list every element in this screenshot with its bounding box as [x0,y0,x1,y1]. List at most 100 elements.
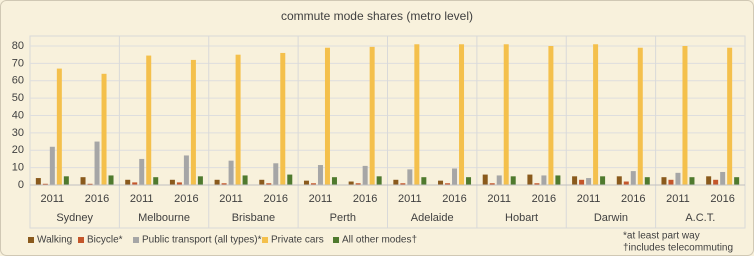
bar [586,178,592,185]
x-tick-label: 2011 [219,193,243,205]
bar [273,163,279,185]
bar [630,171,636,185]
bar [87,183,93,185]
x-tick-label: 2016 [264,193,288,205]
bar [153,177,159,185]
bar [510,176,516,185]
bar [331,177,337,185]
bar [317,165,323,185]
group-label: Melbourne [138,212,190,224]
legend-swatch [262,237,268,243]
bar [682,46,688,185]
bar [489,183,495,185]
bar [706,176,712,185]
bar [616,176,622,185]
bar [80,177,86,185]
x-tick-label: 2011 [666,193,690,205]
bar [534,183,540,185]
x-tick-label: 2011 [130,193,154,205]
x-tick-label: 2011 [577,193,601,205]
bar [600,176,606,185]
footnote: *at least part way [623,231,700,242]
x-tick-label: 2011 [398,193,422,205]
bar [94,141,100,185]
bar [668,179,674,185]
y-tick-label: 0 [18,179,24,191]
bar [324,47,330,185]
bar [214,179,220,185]
y-tick-label: 70 [12,57,24,69]
bar [42,183,48,185]
legend-swatch [28,237,34,243]
x-tick-label: 2016 [710,193,734,205]
x-tick-label: 2016 [174,193,198,205]
bar [459,44,465,186]
bar [541,175,547,185]
x-tick-label: 2011 [41,193,65,205]
group-label: Brisbane [232,212,275,224]
bar [176,182,182,185]
y-tick-label: 10 [12,162,24,174]
x-tick-label: 2016 [532,193,556,205]
bar [452,168,458,185]
bar [266,183,272,185]
bar [35,178,41,185]
bar [125,179,131,185]
bar [438,180,444,185]
bar [503,44,509,186]
bar [355,183,361,185]
bar [734,177,740,185]
bar [287,174,293,185]
bar [348,181,354,185]
legend-swatch [78,237,84,243]
bar [675,172,681,185]
bar [362,165,368,185]
bar [197,176,203,185]
footnote: †includes telecommuting [623,243,733,254]
group-label: Perth [330,212,356,224]
bar [527,174,533,185]
bar [445,183,451,185]
bar [146,55,152,186]
x-tick-label: 2016 [85,193,109,205]
y-tick-label: 30 [12,127,24,139]
bar [139,158,145,185]
bar [637,47,643,185]
bar [56,68,62,185]
bar [466,177,472,185]
bar [49,146,55,185]
bar [579,179,585,185]
bar [414,44,420,186]
bar [183,155,189,185]
bar [482,174,488,185]
bar [400,183,406,185]
bar [228,160,234,185]
y-tick-label: 80 [12,40,24,52]
bar [644,177,650,185]
bar [623,181,629,185]
bar [280,52,286,186]
legend-swatch [333,237,339,243]
bar [132,182,138,185]
bar [548,46,554,185]
bar [689,177,695,185]
x-tick-label: 2011 [309,193,333,205]
group-label: Adelaide [411,212,454,224]
x-tick-label: 2011 [487,193,511,205]
bar [242,175,248,185]
bar [421,177,427,185]
bar [101,73,107,185]
x-tick-label: 2016 [442,193,466,205]
chart-title: commute mode shares (metro level) [281,9,473,23]
bar [259,179,265,185]
bar [303,180,309,185]
legend-label: Walking [37,235,72,246]
group-label: A.C.T. [685,212,715,224]
bar [572,176,578,185]
bar [310,183,316,185]
x-tick-label: 2016 [353,193,377,205]
bar [661,177,667,185]
legend-swatch [133,237,139,243]
legend-label: All other modes† [342,235,417,246]
bar [593,44,599,186]
